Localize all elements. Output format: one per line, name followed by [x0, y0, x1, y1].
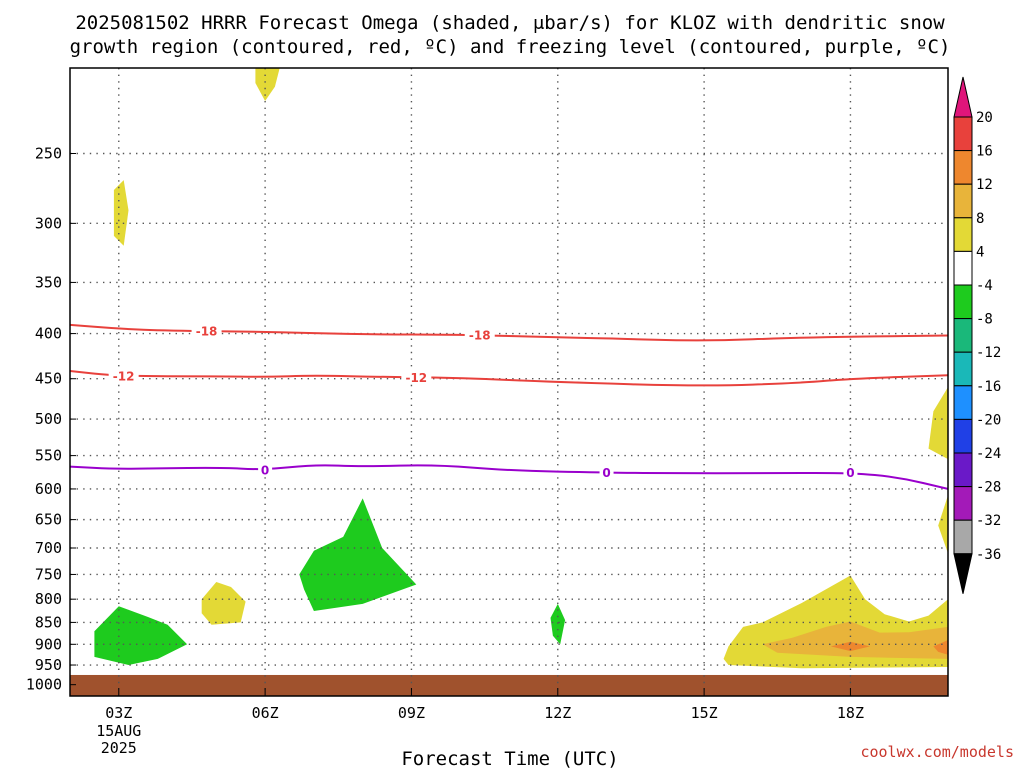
colorbar-label-6: -8 — [976, 312, 993, 328]
gridlines — [70, 68, 948, 696]
colorbar-swatch-10 — [953, 452, 973, 488]
contour-line-0 — [70, 464, 948, 490]
y-tick-label-750: 750 — [35, 565, 62, 583]
x-tick-label-06Z: 06Z — [252, 704, 279, 722]
y-tick-label-850: 850 — [35, 613, 62, 631]
colorbar-swatch-9 — [953, 418, 973, 454]
x-tick-label-15Z: 15Z — [691, 704, 718, 722]
contour-label--12-1: -12 — [405, 371, 427, 385]
y-tick-label-400: 400 — [35, 325, 62, 343]
contour-label-0-0: 0 — [261, 463, 269, 477]
surface-band — [70, 674, 948, 696]
colorbar-label-8: -16 — [976, 379, 1001, 395]
omega-area-9 — [94, 606, 188, 665]
colorbar-swatch-7 — [953, 351, 973, 387]
colorbar-label-12: -32 — [976, 513, 1001, 529]
contour-label-bg--12-0 — [108, 369, 139, 384]
y-tick-label-700: 700 — [35, 539, 62, 557]
colorbar-swatch-12 — [953, 519, 973, 555]
y-tick-label-500: 500 — [35, 410, 62, 428]
contour-label-0-2: 0 — [846, 466, 854, 480]
title-line-2: growth region (contoured, red, ºC) and f… — [70, 36, 951, 58]
y-tick-label-600: 600 — [35, 480, 62, 498]
omega-area-4 — [928, 387, 948, 460]
y-tick-label-800: 800 — [35, 590, 62, 608]
y-tick-label-450: 450 — [35, 370, 62, 388]
contour-label-bg-0-1 — [599, 465, 614, 480]
omega-area-5 — [938, 495, 948, 554]
omega-area-11 — [550, 603, 566, 645]
contour-label-bg-0-0 — [258, 462, 273, 477]
contour-label-bg--12-1 — [401, 370, 432, 385]
colorbar-label-7: -12 — [976, 345, 1001, 361]
contour-line--18 — [70, 323, 948, 342]
x-tick-label-03Z: 03Z — [105, 704, 132, 722]
y-tick-label-950: 950 — [35, 656, 62, 674]
x-tick-sublabel-0: 15AUG — [96, 722, 141, 740]
contour-layer: -18 -18 -12 -12 0 0 0 — [70, 323, 948, 490]
colorbar: 20 16 12 8 4 -4 -8 -12 -16 -20 -24 -28 -32 -36 — [953, 76, 1001, 594]
y-tick-label-1000: 1000 — [26, 676, 62, 694]
colorbar-label-0: 20 — [976, 110, 993, 126]
plot-frame — [69, 67, 949, 697]
credit-link[interactable]: coolwx.com/models — [860, 743, 1014, 761]
colorbar-label-11: -28 — [976, 480, 1001, 496]
colorbar-swatch-6 — [953, 318, 973, 353]
colorbar-swatch-11 — [953, 486, 973, 521]
colorbar-label-5: -4 — [976, 278, 993, 294]
contour-label-bg--18-0 — [191, 324, 222, 339]
contour-label-0-1: 0 — [602, 466, 610, 480]
omega-area-0 — [255, 68, 280, 101]
colorbar-label-9: -20 — [976, 412, 1001, 428]
title-line-1: 2025081502 HRRR Forecast Omega (shaded, … — [75, 12, 945, 34]
colorbar-label-13: -36 — [976, 547, 1001, 563]
contour-label-bg-0-2 — [843, 465, 858, 480]
x-tick-label-12Z: 12Z — [544, 704, 571, 722]
colorbar-bottom-arrow — [953, 553, 973, 594]
omega-area-1 — [113, 180, 129, 246]
x-tick-label-09Z: 09Z — [398, 704, 425, 722]
colorbar-swatch-5 — [953, 284, 973, 320]
colorbar-swatch-0 — [953, 116, 973, 152]
omega-area-8 — [933, 640, 948, 655]
colorbar-swatch-8 — [953, 385, 973, 420]
x-axis-label: Forecast Time (UTC) — [401, 748, 618, 768]
pressure-axis: 250 300 350 400 450 500 550 600 650 700 750 800 850 9… — [26, 144, 76, 694]
contour-label-bg--18-1 — [464, 328, 495, 343]
omega-area-7 — [830, 641, 870, 652]
colorbar-swatch-1 — [953, 150, 973, 185]
surface-layer — [70, 674, 948, 696]
contour-label--18-1: -18 — [469, 329, 491, 343]
y-tick-label-900: 900 — [35, 635, 62, 653]
y-tick-label-350: 350 — [35, 273, 62, 291]
x-tick-sublabel-1: 2025 — [101, 739, 137, 757]
omega-area-10 — [299, 498, 417, 611]
y-tick-label-650: 650 — [35, 511, 62, 529]
omega-area-2 — [201, 582, 246, 625]
colorbar-swatch-2 — [953, 183, 973, 219]
contour-label--12-0: -12 — [113, 370, 135, 384]
colorbar-label-3: 8 — [976, 211, 984, 227]
colorbar-swatch-3 — [953, 217, 973, 252]
colorbar-label-4: 4 — [976, 244, 984, 260]
y-tick-label-250: 250 — [35, 144, 62, 162]
y-tick-label-300: 300 — [35, 214, 62, 232]
contour-label--18-0: -18 — [196, 325, 218, 339]
colorbar-label-10: -24 — [976, 446, 1001, 462]
colorbar-label-1: 16 — [976, 144, 993, 160]
colorbar-label-2: 12 — [976, 177, 993, 193]
colorbar-swatch-4 — [953, 250, 973, 286]
y-tick-label-550: 550 — [35, 447, 62, 465]
x-tick-label-18Z: 18Z — [837, 704, 864, 722]
colorbar-top-arrow — [953, 76, 973, 118]
omega-area-6 — [762, 621, 948, 659]
